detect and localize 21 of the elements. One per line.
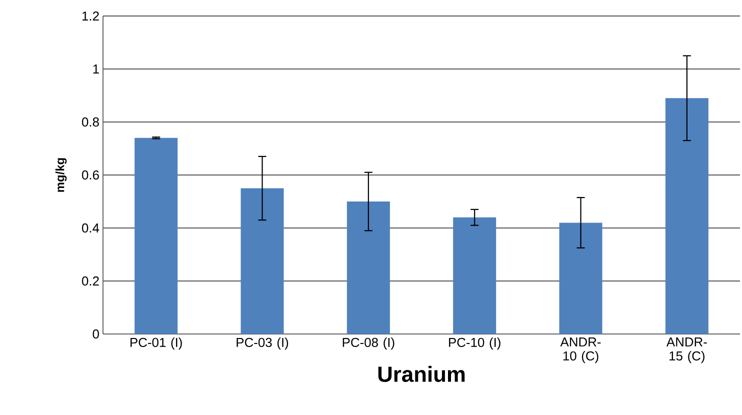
bar <box>346 202 390 334</box>
y-tick-label: 1.2 <box>82 11 99 21</box>
y-tick-label: 0 <box>92 329 99 339</box>
bar <box>134 138 178 334</box>
x-tick-label: PC-08 (I) <box>342 338 394 350</box>
bar <box>453 217 496 334</box>
x-tick-label: ANDR-15 (C) <box>666 338 707 364</box>
y-axis-title: mg/kg <box>55 158 67 192</box>
bar <box>559 222 602 334</box>
bar <box>665 98 708 334</box>
y-tick-label: 0.6 <box>82 170 99 180</box>
x-tick-label: ANDR-10 (C) <box>560 338 601 364</box>
x-tick-label: PC-10 (I) <box>449 338 500 350</box>
x-tick-label: PC-01 (I) <box>130 338 182 350</box>
x-tick-label: PC-03 (I) <box>236 338 288 350</box>
x-axis-title: Uranium <box>378 366 465 382</box>
y-tick-label: 1 <box>93 64 99 74</box>
y-tick-label: 0.2 <box>82 276 99 286</box>
bar <box>240 188 284 334</box>
y-tick-label: 0.8 <box>82 117 99 127</box>
y-tick-label: 0.4 <box>82 223 100 233</box>
